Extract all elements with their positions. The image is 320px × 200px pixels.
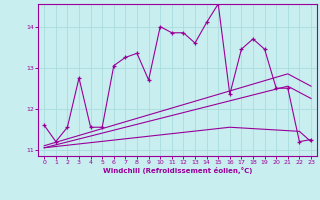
X-axis label: Windchill (Refroidissement éolien,°C): Windchill (Refroidissement éolien,°C) (103, 167, 252, 174)
